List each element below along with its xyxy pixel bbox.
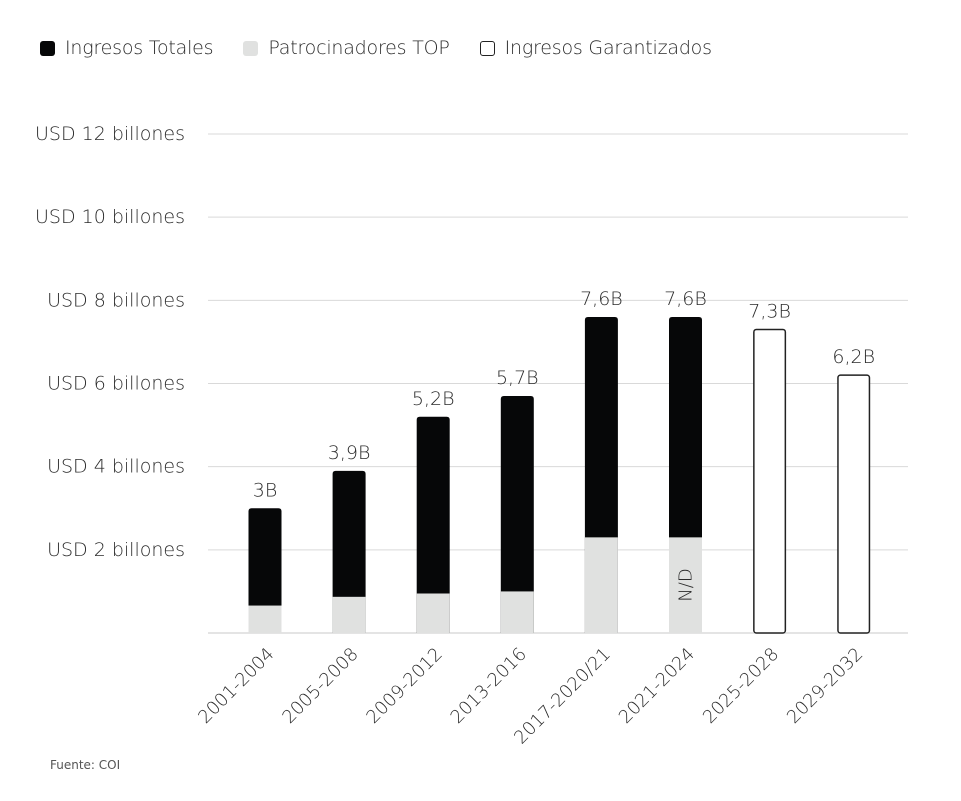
data-labels: 3B 3,9B 5,2B 5,7B 7,6B 7,6B 7,3B 6,2B N/D [253,288,875,602]
bar-patrocinadores-top [584,537,618,633]
x-tick-label: 2013-2016 [447,644,531,728]
data-label: 7,3B [748,300,791,322]
legend-swatch-ingresos-garantizados [479,40,495,56]
bar-ingresos-totales [500,395,534,633]
legend-swatch-ingresos-totales [40,40,55,56]
legend-item-patrocinadores-top: Patrocinadores TOP [243,37,450,59]
y-tick-label: USD 2 billones [47,539,185,561]
bar-patrocinadores-top [416,593,450,633]
legend-swatch-patrocinadores-top [243,40,259,56]
data-label: 3,9B [328,442,371,464]
chart-legend: Ingresos Totales Patrocinadores TOP Ingr… [40,36,742,60]
gridlines [208,133,908,634]
x-tick-label: 2029-2032 [783,644,867,728]
x-tick-label: 2005-2008 [278,644,362,728]
data-label: 3B [253,479,278,501]
y-tick-label: USD 4 billones [47,456,185,478]
bar-ingresos-totales [332,470,366,633]
legend-label: Patrocinadores TOP [268,37,450,59]
y-axis-labels: USD 2 billones USD 4 billones USD 6 billon… [35,123,185,561]
x-tick-label: 2021-2024 [615,644,699,728]
bars [248,316,871,634]
legend-item-ingresos-totales: Ingresos Totales [40,37,214,59]
bar-ingresos-totales [416,416,450,633]
bar-ingresos-garantizados [753,328,787,634]
y-tick-label: USD 8 billones [47,289,185,311]
y-tick-label: USD 12 billones [35,123,185,145]
x-tick-label: 2009-2012 [363,644,447,728]
legend-item-ingresos-garantizados: Ingresos Garantizados [479,37,712,59]
data-label: 7,6B [580,288,623,310]
y-tick-label: USD 10 billones [35,206,185,228]
y-tick-label: USD 6 billones [47,373,185,395]
data-label: 6,2B [832,346,875,368]
bar-patrocinadores-top [500,591,534,633]
source-note: Fuente: COI [50,758,121,772]
bar-patrocinadores-top [332,596,366,633]
bar-patrocinadores-top [248,605,282,633]
legend-label: Ingresos Garantizados [504,37,712,59]
data-label: 5,7B [496,367,539,389]
x-tick-label: 2025-2028 [699,644,783,728]
legend-label: Ingresos Totales [65,37,214,59]
x-tick-label: 2001-2004 [194,644,278,728]
data-label: 5,2B [412,388,455,410]
bar-ingresos-garantizados [837,374,871,634]
annotation-nd: N/D [676,568,697,601]
bar-patrocinadores-top [669,537,702,633]
data-label: 7,6B [664,288,707,310]
x-axis-labels: 2001-2004 2005-2008 2009-2012 2013-20162017… [194,644,867,749]
bar-ingresos-totales [248,508,282,633]
